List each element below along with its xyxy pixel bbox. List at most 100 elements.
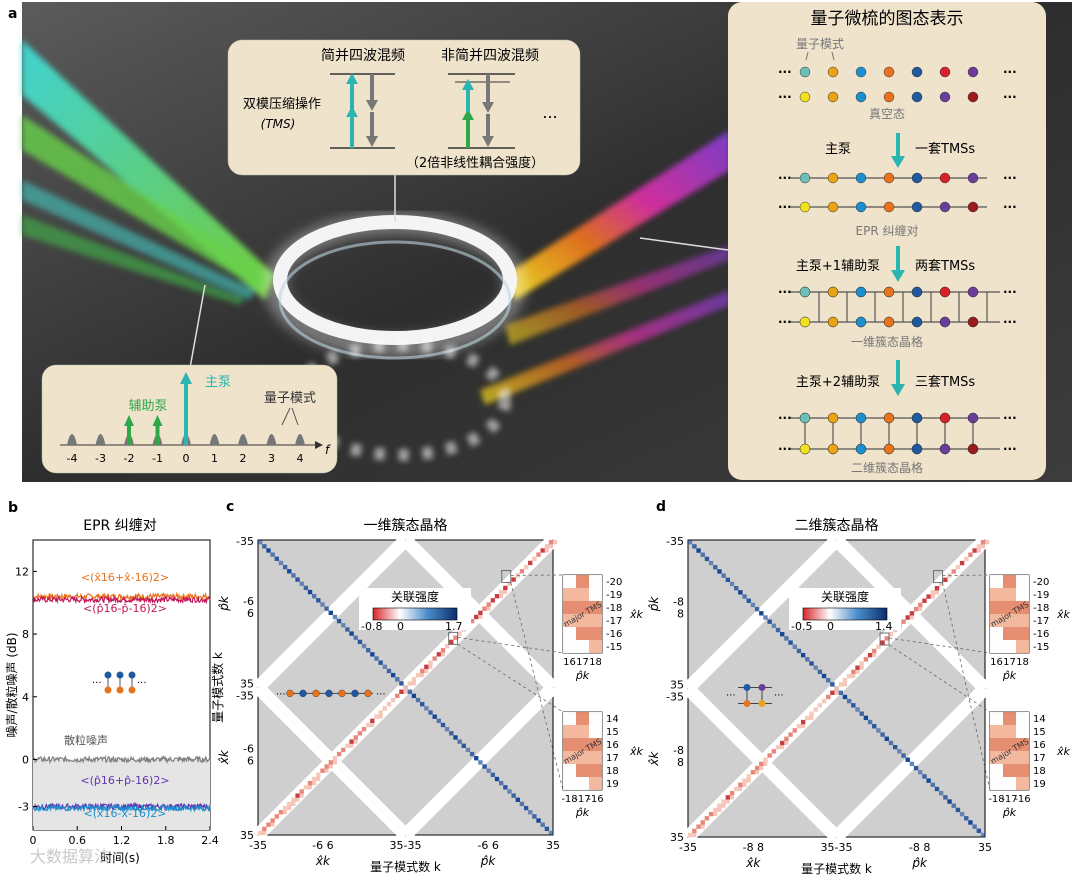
inset-top-cell: [576, 614, 589, 627]
correlation-cell: [922, 598, 927, 603]
y-tick-label: 6: [247, 607, 254, 620]
diagonal-cell: [519, 801, 525, 807]
correlation-cell: [784, 740, 789, 745]
panel-b-title: EPR 纠缠对: [83, 517, 156, 534]
diagonal-cell: [734, 586, 739, 591]
diagonal-cell: [528, 810, 533, 815]
diagonal-cell: [378, 660, 383, 665]
mode-node: [855, 316, 867, 328]
graph-icon-node: [743, 683, 751, 691]
y-tick-label: -6: [243, 595, 254, 608]
diagonal-cell: [725, 577, 731, 583]
mode-peak: [266, 434, 277, 445]
mode-node: [855, 286, 867, 298]
y-tick-label: 6: [247, 754, 254, 767]
diagonal-cell: [436, 718, 442, 724]
correlation-cell: [395, 693, 400, 699]
correlation-cell: [544, 544, 550, 549]
diagonal-cell: [523, 805, 529, 811]
mode-node: [799, 66, 811, 78]
mode-node: [883, 66, 895, 78]
diagonal-cell: [407, 689, 412, 694]
main-pump-label-2: 主泵: [825, 142, 851, 157]
diagonal-cell: [867, 719, 873, 725]
inset-top-col-label: 18: [589, 657, 602, 668]
correlation-cell: [938, 581, 944, 587]
correlation-cell: [888, 632, 894, 637]
y-tick-label: 35: [240, 829, 254, 842]
inset-top-cell: [589, 627, 602, 640]
inset-top-cell: [563, 601, 576, 614]
tms-operation-label: 双模压缩操作: [243, 96, 321, 112]
correlation-cell: [498, 589, 504, 595]
spectrum-peaks: [67, 372, 305, 445]
mode-node: [939, 286, 951, 298]
inset-top-cell: [563, 614, 576, 627]
svg-text:···: ···: [92, 678, 102, 689]
graph-dots-right: ···: [1003, 90, 1017, 104]
three-sets-tms-label: 三套TMSs: [915, 374, 975, 390]
diagonal-cell: [800, 652, 806, 658]
correlation-cell: [813, 707, 818, 712]
inset-top-row-label: -16: [1033, 629, 1049, 640]
diagonal-cell: [892, 744, 898, 750]
inset-bottom-cell: [1003, 764, 1016, 777]
correlation-cell: [353, 739, 358, 744]
inset-bottom-row-label: 14: [606, 714, 619, 725]
inset-top-row-label: -17: [606, 616, 622, 627]
diagonal-cell: [972, 824, 977, 829]
correlation-cell: [692, 828, 697, 834]
diagonal-cell: [258, 540, 263, 545]
graph-dots-left: ···: [778, 315, 792, 329]
correlation-cell: [370, 722, 375, 727]
correlation-cell: [930, 594, 935, 599]
graph-box-title: 量子微梳的图态表示: [811, 9, 964, 29]
correlation-cell: [905, 615, 910, 620]
freq-tick-label: 4: [297, 452, 304, 465]
inset-bottom-cell: [563, 725, 576, 738]
degenerate-arrows: [346, 73, 378, 148]
graph-icon-node: [338, 689, 346, 698]
correlation-cell: [307, 780, 313, 786]
zoom-connector: [457, 644, 564, 713]
diagonal-cell: [771, 623, 777, 629]
correlation-cell: [980, 544, 985, 549]
diagonal-cell: [905, 757, 910, 762]
x-axis-pk: p̂k: [911, 856, 928, 870]
inset-bottom-cell: [1016, 738, 1029, 751]
aux-pump-label: 辅助泵: [128, 399, 167, 414]
colorbar-zero: 0: [397, 620, 404, 633]
correlation-cell: [390, 697, 396, 703]
graph-icon-dots: ···: [276, 689, 286, 700]
diagonal-cell: [374, 656, 379, 661]
inset-top-cell: [576, 601, 589, 614]
y-axis-xk: x̂k: [647, 751, 661, 767]
correlation-cell: [544, 548, 549, 553]
correlation-cell: [959, 560, 965, 566]
mode-node: [967, 443, 979, 455]
two-sets-tms-label: 两套TMSs: [915, 258, 975, 274]
inset-bottom-axis: x̂k: [1056, 745, 1071, 758]
mode-node: [883, 91, 895, 103]
freq-tick-label: -3: [95, 452, 106, 465]
inset-top-cell: [990, 640, 1003, 653]
diagonal-cell: [490, 772, 496, 778]
inset-top-row-label: -16: [606, 629, 622, 640]
panel-title: 二维簇态晶格: [795, 518, 879, 534]
diagonal-cell: [976, 828, 982, 834]
mode-node: [939, 172, 951, 184]
correlation-cell: [270, 818, 275, 823]
inset-top-cell: [589, 601, 602, 614]
microring: [264, 212, 526, 461]
panel-a-label: a: [8, 6, 17, 22]
inset-bottom-row-label: 14: [1033, 714, 1046, 725]
shot-noise-region: [33, 759, 210, 830]
correlation-cell: [817, 703, 823, 708]
mode-node: [799, 201, 811, 213]
correlation-cell: [336, 751, 342, 757]
inset-bottom-cell: [1003, 777, 1016, 790]
correlation-cell: [976, 544, 982, 549]
mode-node: [827, 91, 839, 103]
correlation-cell: [851, 673, 856, 679]
